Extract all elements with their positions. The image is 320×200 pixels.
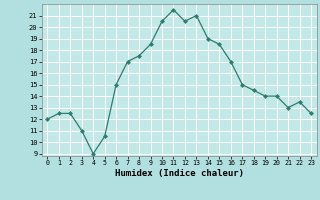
- X-axis label: Humidex (Indice chaleur): Humidex (Indice chaleur): [115, 169, 244, 178]
